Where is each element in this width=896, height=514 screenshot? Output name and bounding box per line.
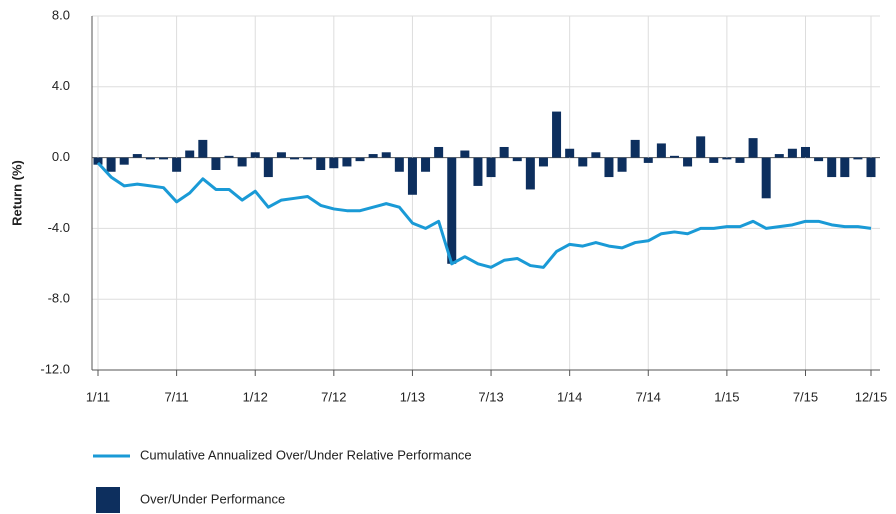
bar: [224, 155, 234, 158]
bar: [656, 143, 666, 158]
bar: [394, 157, 404, 172]
x-tick-label: 7/12: [321, 389, 346, 404]
bar: [669, 155, 679, 158]
x-tick-label: 7/14: [636, 389, 661, 404]
bar: [276, 152, 286, 158]
bar: [643, 157, 653, 163]
bar: [578, 157, 588, 167]
bar: [342, 157, 352, 167]
legend-label: Cumulative Annualized Over/Under Relativ…: [140, 447, 472, 462]
bar: [460, 150, 470, 158]
x-tick-label: 1/12: [243, 389, 268, 404]
bar: [722, 157, 732, 160]
bar: [774, 154, 784, 158]
bar: [159, 157, 169, 160]
y-axis-label: Return (%): [9, 160, 24, 226]
bar: [316, 157, 326, 170]
x-tick-label: 1/13: [400, 389, 425, 404]
bar: [185, 150, 195, 158]
bar: [512, 157, 522, 162]
bar: [866, 157, 876, 178]
bar: [473, 157, 483, 186]
x-tick-label: 7/11: [164, 389, 188, 404]
bar: [827, 157, 837, 178]
bar: [106, 157, 116, 172]
bar: [93, 157, 103, 165]
line: [96, 161, 872, 269]
bar: [853, 157, 863, 160]
bar: [709, 157, 719, 163]
bar: [198, 139, 208, 158]
x-tick-label: 1/15: [714, 389, 739, 404]
y-tick-label: -4.0: [48, 220, 70, 235]
bar: [604, 157, 614, 178]
bar: [237, 157, 247, 167]
bar: [434, 146, 444, 158]
legend-label: Over/Under Performance: [140, 491, 285, 506]
bar: [211, 157, 221, 170]
bar: [591, 152, 601, 158]
bar: [263, 157, 273, 178]
legend-swatch: [96, 487, 120, 513]
bar: [748, 138, 758, 158]
bar: [538, 157, 548, 167]
bar: [525, 157, 535, 190]
bar: [787, 148, 797, 158]
bar: [447, 157, 457, 264]
y-tick-label: 8.0: [52, 7, 70, 22]
bar: [499, 146, 509, 158]
bar: [617, 157, 627, 172]
bar: [800, 146, 810, 158]
bar: [565, 148, 575, 158]
x-tick-label: 7/15: [793, 389, 818, 404]
bar: [329, 157, 339, 169]
y-tick-label: -12.0: [40, 361, 70, 376]
x-tick-label: 1/14: [557, 389, 582, 404]
y-tick-label: 4.0: [52, 78, 70, 93]
bar: [421, 157, 431, 172]
bar: [303, 157, 313, 160]
bar: [381, 152, 391, 158]
bar: [145, 157, 155, 160]
x-tick-label: 12/15: [855, 389, 888, 404]
bar: [172, 157, 182, 172]
bar: [630, 139, 640, 158]
bar: [250, 152, 260, 158]
y-tick-label: -8.0: [48, 291, 70, 306]
bar: [840, 157, 850, 178]
bar: [761, 157, 771, 199]
y-tick-label: 0.0: [52, 149, 70, 164]
bar: [814, 157, 824, 162]
bar: [683, 157, 693, 167]
bar: [290, 157, 300, 160]
bar: [696, 136, 706, 158]
bar: [119, 157, 129, 165]
x-tick-label: 1/11: [86, 389, 110, 404]
bar: [355, 157, 365, 162]
bar: [132, 154, 142, 158]
bar: [407, 157, 417, 195]
bar: [735, 157, 745, 163]
bar: [486, 157, 496, 178]
bar: [368, 154, 378, 158]
x-tick-label: 7/13: [478, 389, 503, 404]
bar: [552, 111, 562, 158]
